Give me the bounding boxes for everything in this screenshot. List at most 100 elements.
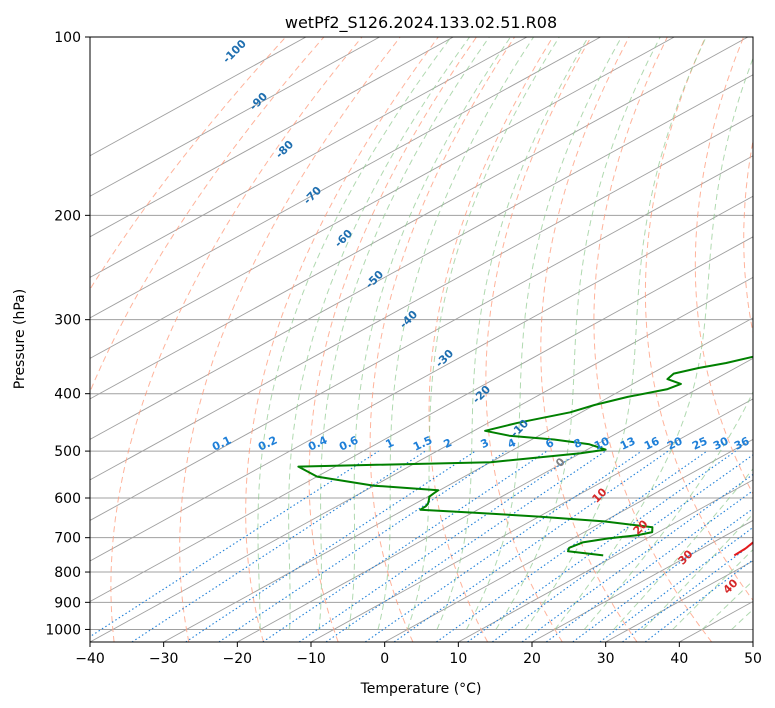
temperature-profile-line	[733, 541, 753, 557]
mixing-ratio-line	[572, 507, 753, 642]
x-tick-label: 20	[523, 651, 541, 667]
dry-adiabat-label: -40	[397, 308, 420, 331]
y-axis-label: Pressure (hPa)	[12, 289, 28, 389]
mixing-ratio-line	[521, 473, 753, 642]
chart-title: wetPf2_S126.2024.133.02.51.R08	[285, 13, 557, 33]
moist-adiabat-line	[642, 513, 753, 630]
isotherm-line	[90, 37, 307, 157]
isotherm-line	[90, 74, 753, 440]
moist-adiabat-line	[407, 37, 560, 630]
moist-adiabat-line	[348, 37, 511, 630]
isotherm-line	[90, 37, 454, 238]
x-tick-label: 40	[670, 651, 688, 667]
isotherm-line	[90, 37, 380, 197]
moist-adiabat-line	[672, 548, 753, 630]
dry-adiabat-line	[369, 37, 516, 642]
dry-adiabat-line	[644, 37, 753, 602]
mixing-ratio-line	[364, 450, 642, 642]
isotherm-line	[531, 519, 753, 642]
moist-adiabat-line	[465, 37, 622, 630]
mixing-ratio-label: 2	[442, 436, 454, 451]
mixing-ratio-label: 25	[690, 434, 709, 452]
y-tick-label: 700	[54, 531, 81, 547]
dry-adiabat-label: -100	[220, 37, 249, 66]
mixing-ratio-line	[436, 450, 708, 642]
moist-adiabat-line	[257, 37, 452, 630]
mixing-ratio-label: 1	[384, 436, 396, 451]
isotherm-line	[90, 114, 753, 481]
x-tick-label: 10	[449, 651, 467, 667]
dry-adiabat-line	[743, 138, 753, 335]
y-tick-label: 800	[54, 565, 81, 581]
y-tick-label: 600	[54, 491, 81, 507]
dry-adiabat-line	[90, 37, 287, 291]
mixing-ratio-label: 16	[642, 434, 662, 452]
y-tick-label: 1000	[45, 622, 81, 638]
y-tick-label: 200	[54, 208, 81, 224]
mixing-ratio-label: 0.6	[337, 433, 360, 453]
mixing-ratio-line	[325, 450, 606, 642]
isotherm-line	[90, 276, 753, 642]
y-tick-label: 300	[54, 313, 81, 329]
moist-adiabat-line	[613, 468, 753, 630]
moist-adiabat-line	[554, 57, 753, 630]
x-tick-label: 50	[744, 651, 762, 667]
mixing-ratio-label: 6	[544, 436, 557, 451]
moist-adiabat-line	[701, 579, 753, 630]
isotherm-line	[163, 317, 753, 642]
x-tick-label: −40	[75, 651, 105, 667]
dry-adiabat-label: -30	[433, 347, 456, 370]
moist-adiabat-line	[377, 37, 535, 630]
x-tick-label: 0	[380, 651, 389, 667]
isotherm-line	[752, 641, 753, 642]
dry-adiabat-label: 30	[676, 547, 696, 567]
x-tick-label: −30	[149, 651, 179, 667]
mixing-ratio-label: 3	[479, 436, 491, 451]
x-axis-label: Temperature (°C)	[360, 681, 482, 697]
isotherm-line	[237, 357, 753, 642]
isotherm-line	[90, 195, 753, 562]
mixing-ratio-label: 10	[592, 434, 612, 452]
dry-adiabat-label: -60	[332, 227, 355, 250]
mixing-ratio-label: 0.1	[210, 434, 233, 454]
dry-adiabat-line	[245, 37, 439, 642]
mixing-ratio-line	[218, 450, 507, 642]
dewpoint-profile-line	[297, 355, 753, 557]
moist-adiabat-line	[495, 37, 661, 630]
mixing-ratio-label: 30	[711, 434, 731, 452]
isotherm-line	[310, 398, 753, 642]
y-tick-label: 100	[54, 30, 81, 46]
moist-adiabat-line	[288, 37, 471, 630]
isotherm-line	[90, 37, 749, 400]
plot-frame	[89, 36, 754, 643]
dry-adiabat-line	[694, 37, 753, 495]
x-tick-label: −20	[223, 651, 253, 667]
isotherm-line	[90, 37, 675, 359]
isotherm-line	[605, 560, 753, 642]
isotherm-line	[90, 236, 753, 602]
isotherm-line	[679, 600, 753, 642]
moist-adiabat-line	[583, 390, 753, 630]
mixing-ratio-label: 36	[732, 434, 752, 452]
dry-adiabat-label: -80	[273, 138, 296, 161]
mixing-ratio-line	[491, 454, 753, 642]
dry-adiabat-line	[90, 37, 325, 394]
dry-adiabat-label: -90	[247, 90, 270, 113]
moist-adiabat-line	[318, 37, 490, 630]
dry-adiabat-line	[540, 37, 638, 642]
mixing-ratio-line	[90, 450, 379, 638]
mixing-ratio-label: 13	[618, 434, 637, 452]
mixing-ratio-line	[262, 450, 548, 642]
dry-adiabat-label: -70	[301, 184, 324, 207]
isotherm-line	[458, 479, 753, 642]
y-tick-label: 500	[54, 444, 81, 460]
dry-adiabat-line	[179, 37, 401, 642]
isotherm-line	[384, 438, 753, 642]
dry-adiabat-line	[485, 37, 592, 642]
dry-adiabat-line	[428, 37, 554, 642]
dry-adiabat-line	[308, 37, 477, 642]
dry-adiabat-label: -20	[470, 383, 493, 406]
y-tick-label: 900	[54, 595, 81, 611]
